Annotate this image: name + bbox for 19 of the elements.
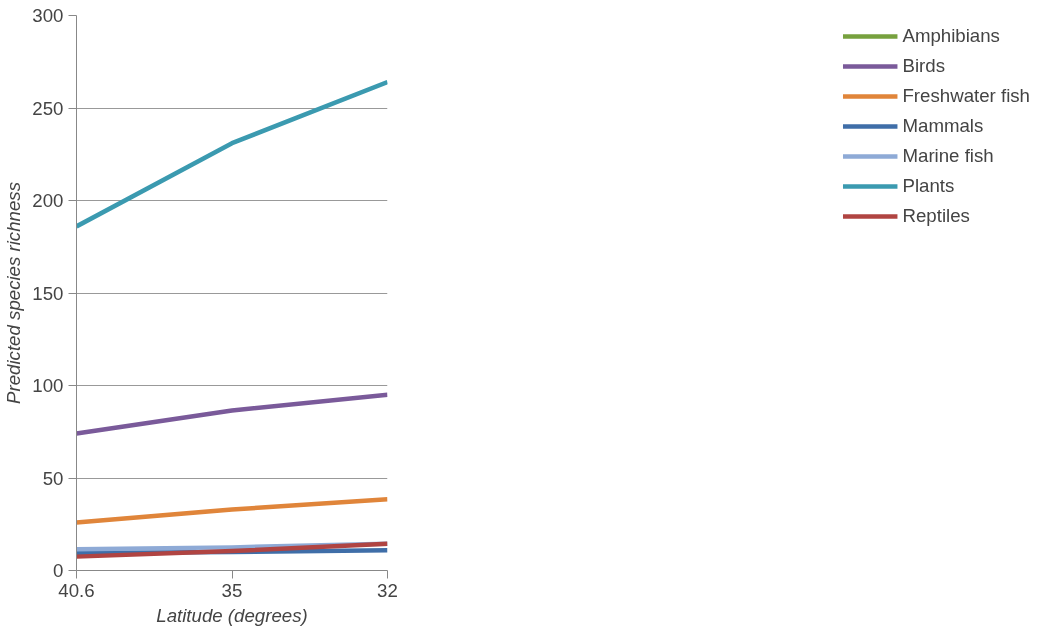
y-tick-label: 200 bbox=[32, 190, 64, 211]
y-tick-label: 50 bbox=[42, 467, 64, 489]
x-tick-label: 32 bbox=[377, 579, 398, 601]
legend-label: Freshwater fish bbox=[902, 85, 1030, 107]
y-tick-label: 150 bbox=[32, 282, 64, 304]
x-axis-title: Latitude (degrees) bbox=[156, 604, 308, 626]
legend-label: Marine fish bbox=[902, 145, 994, 167]
legend-label: Mammals bbox=[902, 115, 984, 137]
y-tick-label: 250 bbox=[32, 97, 64, 119]
y-axis-title: Predicted species richness bbox=[3, 182, 25, 404]
legend-label: Birds bbox=[902, 55, 945, 77]
y-tick-label: 0 bbox=[53, 560, 64, 581]
legend-label: Reptiles bbox=[902, 205, 970, 227]
x-tick-label: 40.6 bbox=[58, 579, 95, 601]
legend-label: Plants bbox=[902, 175, 955, 197]
x-tick-label: 35 bbox=[221, 579, 243, 601]
y-tick-label: 300 bbox=[32, 5, 64, 26]
legend-label: Amphibians bbox=[902, 25, 1000, 47]
y-tick-label: 100 bbox=[32, 375, 64, 396]
